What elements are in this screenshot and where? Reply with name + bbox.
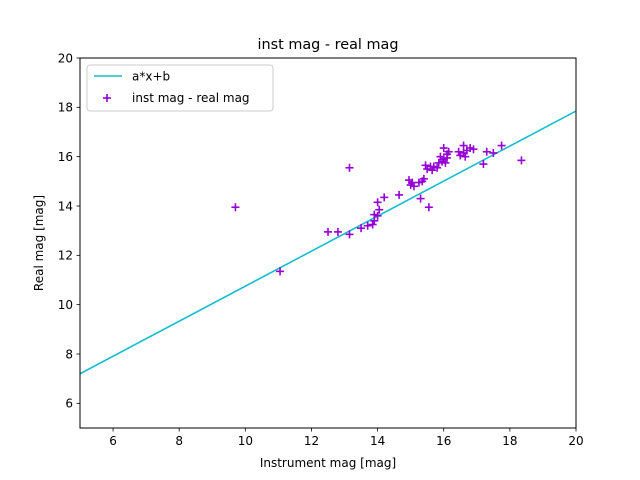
data-point (444, 147, 453, 156)
data-point (497, 141, 506, 150)
y-tick-label: 16 (58, 150, 73, 164)
x-tick-label: 10 (238, 434, 253, 448)
data-point (231, 203, 240, 212)
y-tick-label: 6 (65, 397, 73, 411)
data-point (409, 182, 418, 191)
y-tick-label: 10 (58, 298, 73, 312)
x-axis-ticks: 6 8 10 12 14 16 18 20 (109, 428, 584, 448)
y-tick-label: 18 (58, 101, 73, 115)
data-point (489, 148, 498, 157)
legend-box (86, 64, 274, 112)
data-point (324, 227, 332, 236)
data-point (395, 190, 404, 199)
data-point (428, 166, 437, 175)
chart-title: inst mag - real mag (258, 37, 399, 53)
legend-label-fit-line: a*x+b (132, 70, 170, 84)
data-point (443, 153, 452, 162)
y-tick-label: 20 (58, 51, 73, 65)
data-point (357, 224, 366, 233)
data-point (345, 163, 354, 172)
series-layer (79, 110, 577, 375)
data-point (375, 205, 384, 214)
data-point (461, 152, 470, 161)
y-tick-label: 12 (58, 249, 73, 263)
data-point (441, 158, 450, 167)
data-point (276, 267, 285, 276)
y-axis-ticks: 6 8 10 12 14 16 18 20 (58, 51, 80, 411)
x-tick-label: 18 (502, 434, 517, 448)
data-point (459, 141, 468, 150)
data-point (424, 203, 433, 212)
x-axis-label: Instrument mag [mag] (260, 456, 396, 470)
data-point (469, 145, 478, 154)
data-point (373, 198, 382, 207)
data-point (363, 221, 372, 230)
y-axis-label: Real mag [mag] (32, 195, 46, 291)
data-point (482, 147, 491, 156)
data-point (345, 230, 354, 239)
data-point (419, 174, 428, 183)
x-tick-label: 14 (370, 434, 385, 448)
x-tick-label: 16 (436, 434, 451, 448)
data-point (454, 147, 463, 156)
data-point (433, 163, 442, 172)
data-point (439, 144, 448, 153)
data-point (416, 194, 425, 203)
plot-area (79, 57, 577, 429)
data-point (333, 227, 342, 236)
data-point (368, 220, 377, 229)
data-point (421, 161, 430, 170)
data-point (373, 211, 382, 220)
x-tick-label: 12 (304, 434, 319, 448)
y-tick-label: 8 (65, 347, 73, 361)
x-tick-label: 8 (175, 434, 183, 448)
data-point (517, 156, 526, 165)
data-point (479, 160, 488, 169)
x-tick-label: 6 (109, 434, 117, 448)
legend-marker-swatch (103, 94, 111, 102)
legend-label-data-points: inst mag - real mag (132, 91, 250, 105)
data-point (380, 193, 389, 202)
y-tick-label: 14 (58, 199, 73, 213)
x-tick-label: 20 (568, 434, 583, 448)
legend-plus-marker (103, 94, 111, 102)
axes-frame (79, 57, 577, 429)
legend: a*x+b inst mag - real mag (86, 64, 274, 112)
